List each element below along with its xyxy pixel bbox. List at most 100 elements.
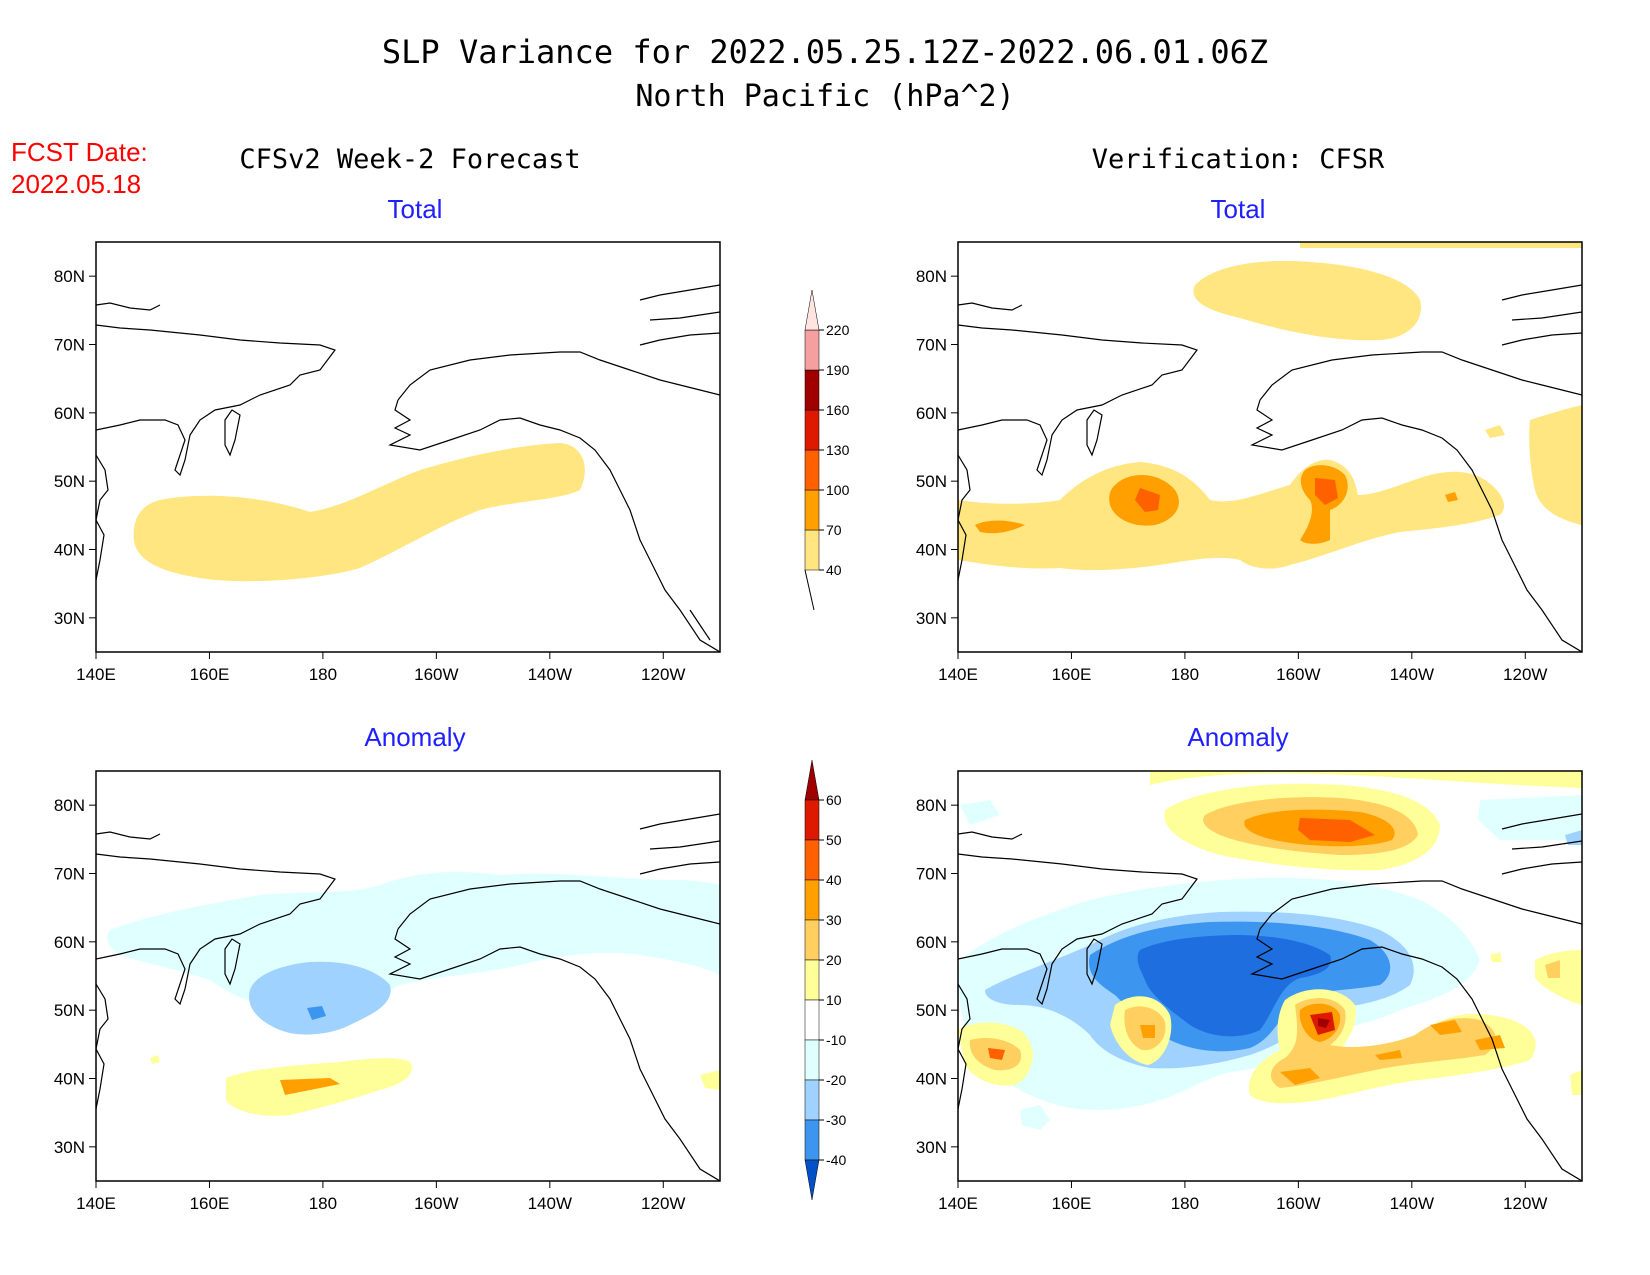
forecast-anomaly-neg-30 — [307, 1006, 326, 1020]
y-tick-label: 80N — [54, 796, 85, 815]
verification-total-main-band — [958, 459, 1505, 571]
verification-anomaly-pos-east-b — [1280, 1068, 1320, 1085]
fcst-date-value: 2022.05.18 — [11, 169, 141, 199]
colorbar-label: 220 — [826, 322, 850, 338]
colorbar-swatch — [804, 919, 820, 961]
colorbar-top-arrow — [804, 289, 820, 331]
colorbar-swatch — [804, 1079, 820, 1121]
y-tick-label: 60N — [54, 933, 85, 952]
x-tick-label: 120W — [641, 665, 685, 684]
x-tick-label: 140E — [76, 665, 116, 684]
y-tick-label: 50N — [916, 1001, 947, 1020]
x-tick-label: 120W — [641, 1194, 685, 1213]
verification-total-orange-d — [1445, 492, 1458, 502]
verification-total-top-strip — [1300, 242, 1582, 248]
forecast-anomaly-neg-band — [107, 872, 720, 1012]
figure-title-line1: SLP Variance for 2022.05.25.12Z-2022.06.… — [382, 33, 1268, 71]
x-tick-label: 140E — [938, 1194, 978, 1213]
verification-anomaly-title: Anomaly — [1187, 722, 1288, 752]
colorbar-swatch — [804, 879, 820, 921]
y-tick-label: 80N — [916, 267, 947, 286]
x-tick-label: 140E — [76, 1194, 116, 1213]
verification-anomaly-pos-small — [1490, 952, 1502, 962]
verification-total-right-patch — [1529, 405, 1582, 525]
verification-total-orange-e — [1485, 425, 1505, 438]
y-tick-label: 30N — [916, 1138, 947, 1157]
coastlines — [958, 284, 1582, 652]
y-tick-label: 70N — [54, 336, 85, 355]
y-tick-label: 40N — [916, 541, 947, 560]
x-tick-label: 160E — [1052, 1194, 1092, 1213]
y-tick-label: 70N — [916, 865, 947, 884]
verification-heading: Verification: CFSR — [1092, 144, 1385, 175]
colorbar-label: -40 — [826, 1152, 846, 1168]
colorbar-label: 30 — [826, 912, 842, 928]
colorbar-label: -20 — [826, 1072, 846, 1088]
verification-anomaly-neg-patch-a — [1020, 1105, 1050, 1130]
y-tick-label: 40N — [916, 1070, 947, 1089]
total-colorbar: 40 70 100 130 160 190 220 — [804, 289, 850, 611]
x-tick-label: 120W — [1503, 1194, 1547, 1213]
y-tick-label: 60N — [54, 404, 85, 423]
verification-anomaly-pos-west30 — [988, 1048, 1005, 1060]
y-tick-label: 70N — [54, 865, 85, 884]
verification-anomaly-pos-east-e — [1375, 1050, 1402, 1060]
figure-title-line2: North Pacific (hPa^2) — [635, 79, 1014, 114]
forecast-total-variance-band — [133, 443, 585, 582]
colorbar-label: -10 — [826, 1032, 846, 1048]
forecast-total-map — [95, 241, 721, 653]
x-tick-label: 120W — [1503, 665, 1547, 684]
x-tick-label: 180 — [1171, 665, 1199, 684]
colorbar-top-arrow — [804, 759, 820, 801]
y-tick-label: 40N — [54, 541, 85, 560]
fcst-date-label: FCST Date: — [11, 137, 148, 167]
y-tick-label: 30N — [916, 609, 947, 628]
forecast-anomaly-pos-small — [150, 1055, 160, 1064]
x-tick-label: 140W — [528, 1194, 572, 1213]
x-tick-label: 180 — [1171, 1194, 1199, 1213]
colorbar-label: 100 — [826, 482, 850, 498]
verification-anomaly-neg40 — [1137, 935, 1331, 1037]
coastlines — [96, 284, 720, 652]
colorbar-label: 160 — [826, 402, 850, 418]
x-tick-label: 140W — [1390, 1194, 1434, 1213]
colorbar-label: 190 — [826, 362, 850, 378]
y-tick-label: 50N — [54, 1001, 85, 1020]
y-tick-label: 80N — [916, 796, 947, 815]
verification-anomaly-map — [957, 770, 1583, 1182]
colorbar-label: 70 — [826, 522, 842, 538]
forecast-anomaly-neg-20 — [249, 961, 391, 1035]
colorbar-label: 130 — [826, 442, 850, 458]
verification-anomaly-pos-east-c — [1430, 1020, 1462, 1035]
verification-total-orange-c — [975, 520, 1025, 534]
verification-total-red-b — [1315, 478, 1338, 505]
y-tick-label: 60N — [916, 933, 947, 952]
y-tick-label: 70N — [916, 336, 947, 355]
x-tick-label: 160W — [1276, 665, 1320, 684]
x-tick-label: 180 — [309, 1194, 337, 1213]
y-tick-label: 50N — [54, 472, 85, 491]
y-tick-label: 30N — [54, 609, 85, 628]
verification-total-red-a — [1135, 488, 1160, 512]
y-tick-label: 40N — [54, 1070, 85, 1089]
colorbar-label: 10 — [826, 992, 842, 1008]
y-tick-label: 30N — [54, 1138, 85, 1157]
x-tick-label: 180 — [309, 665, 337, 684]
colorbar-swatch — [804, 449, 820, 491]
colorbar-swatch — [804, 369, 820, 411]
colorbar-swatch — [804, 999, 820, 1041]
verification-anomaly-pos-east50 — [1318, 1018, 1330, 1028]
x-tick-label: 140E — [938, 665, 978, 684]
anomaly-colorbar: 60 50 40 30 20 10 -10 -20 -30 -40 — [804, 759, 846, 1201]
colorbar-label: 20 — [826, 952, 842, 968]
verification-anomaly-arctic-40 — [1298, 818, 1375, 842]
colorbar-bottom-arrow — [804, 1159, 820, 1201]
colorbar-label: 40 — [826, 872, 842, 888]
y-tick-label: 60N — [916, 404, 947, 423]
colorbar-swatch — [804, 489, 820, 531]
x-tick-label: 140W — [528, 665, 572, 684]
x-tick-label: 160W — [1276, 1194, 1320, 1213]
y-tick-label: 80N — [54, 267, 85, 286]
verification-anomaly-pos-bottom-right — [1570, 1070, 1582, 1095]
